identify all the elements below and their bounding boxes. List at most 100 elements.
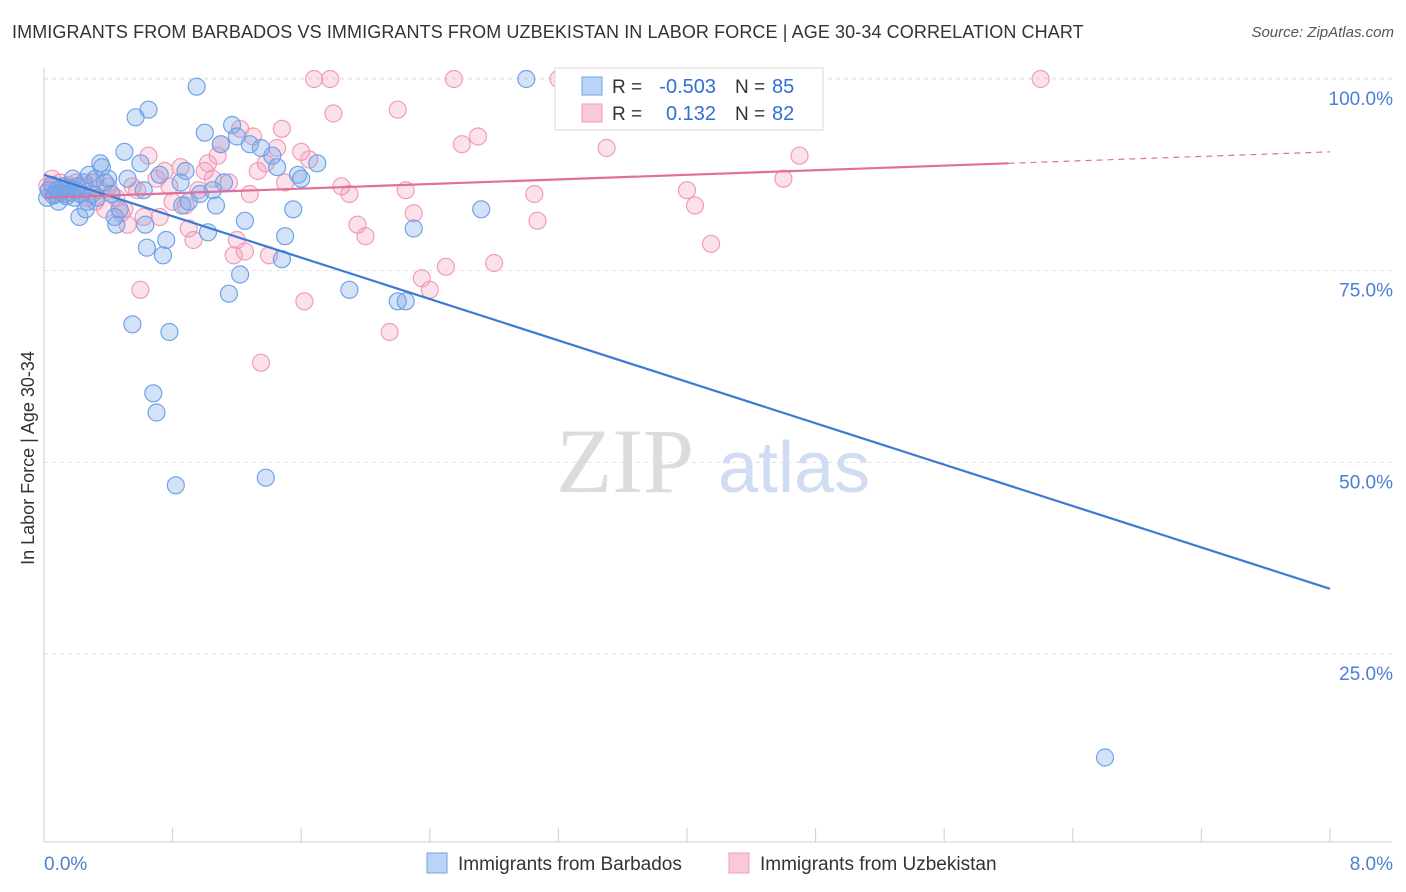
y-axis-label: In Labor Force | Age 30-34: [18, 351, 38, 565]
data-point-barbados: [195, 123, 214, 142]
watermark-atlas: atlas: [718, 428, 870, 508]
data-point-barbados: [256, 468, 275, 487]
data-point-uzbekistan: [272, 119, 291, 138]
data-point-barbados: [144, 384, 163, 403]
data-point-uzbekistan: [452, 135, 471, 154]
data-point-barbados: [340, 280, 359, 299]
legend-bottom-swatch-uzbekistan: [728, 852, 750, 874]
data-point-uzbekistan: [685, 196, 705, 215]
data-point-uzbekistan: [305, 69, 324, 89]
data-point-barbados: [136, 215, 155, 234]
data-point-barbados: [123, 315, 142, 334]
data-point-uzbekistan: [597, 138, 616, 158]
legend-r-label-uzbekistan: R =: [612, 104, 642, 125]
data-point-barbados: [214, 173, 234, 192]
data-point-uzbekistan: [525, 184, 544, 204]
data-point-barbados: [187, 77, 206, 96]
legend-bottom-label-barbados: Immigrants from Barbados: [458, 854, 682, 875]
data-point-barbados: [118, 169, 137, 188]
data-point-barbados: [517, 69, 536, 89]
data-point-uzbekistan: [321, 69, 340, 89]
data-point-barbados: [308, 154, 327, 173]
data-point-barbados: [276, 227, 295, 246]
watermark-zip: ZIP: [556, 410, 694, 512]
data-point-uzbekistan: [380, 322, 399, 342]
legend-stats: R = -0.503 N = 85 R = 0.132 N = 82: [554, 67, 824, 131]
data-point-uzbekistan: [131, 280, 150, 299]
legend-swatch-barbados: [581, 76, 603, 96]
data-point-barbados: [134, 181, 153, 200]
data-point-barbados: [472, 200, 491, 219]
y-tick-label: 50.0%: [1339, 472, 1393, 493]
data-point-barbados: [268, 158, 287, 177]
data-point-uzbekistan: [208, 146, 227, 165]
data-point-uzbekistan: [179, 219, 198, 238]
chart-title: IMMIGRANTS FROM BARBADOS VS IMMIGRANTS F…: [12, 22, 1084, 42]
data-point-uzbekistan: [790, 146, 809, 165]
data-point-barbados: [92, 158, 112, 177]
data-point-barbados: [223, 115, 242, 135]
y-tick-label: 75.0%: [1339, 281, 1393, 302]
legend-n-label-barbados: N =: [735, 77, 765, 98]
data-point-uzbekistan: [235, 242, 254, 261]
data-point-uzbekistan: [240, 184, 259, 204]
data-point-uzbekistan: [324, 104, 343, 123]
data-point-barbados: [396, 292, 415, 311]
data-point-uzbekistan: [444, 69, 463, 89]
trend-line-barbados: [43, 173, 1331, 590]
data-point-uzbekistan: [436, 257, 455, 276]
data-point-barbados: [160, 322, 179, 342]
legend-r-label-barbados: R =: [612, 77, 642, 98]
data-point-barbados: [150, 165, 169, 184]
data-point-barbados: [284, 200, 303, 219]
data-point-uzbekistan: [468, 127, 488, 146]
legend-n-value-barbados: 85: [772, 76, 794, 98]
data-point-uzbekistan: [420, 280, 439, 299]
data-point-barbados: [231, 265, 250, 284]
data-point-barbados: [153, 246, 173, 265]
data-point-barbados: [263, 146, 282, 165]
data-point-uzbekistan: [388, 100, 407, 119]
source-label: Source: ZipAtlas.com: [1251, 24, 1394, 41]
data-point-barbados: [131, 154, 150, 173]
data-point-barbados: [166, 476, 185, 495]
data-point-barbados: [137, 238, 156, 257]
data-point-barbados: [292, 169, 311, 188]
data-point-barbados: [1095, 748, 1115, 767]
legend-n-label-uzbekistan: N =: [735, 104, 765, 125]
y-tick-label: 25.0%: [1339, 664, 1393, 685]
data-point-uzbekistan: [134, 207, 153, 227]
data-point-barbados: [176, 161, 195, 181]
data-point-barbados: [404, 219, 423, 238]
trend-line-uzbekistan-extension: [1008, 151, 1331, 164]
data-point-uzbekistan: [404, 204, 423, 223]
data-point-barbados: [206, 196, 226, 215]
legend-n-value-uzbekistan: 82: [772, 103, 794, 125]
y-tick-label: 100.0%: [1329, 89, 1394, 110]
data-point-uzbekistan: [295, 292, 314, 311]
data-point-uzbekistan: [356, 227, 375, 246]
gridlines: [44, 77, 1392, 655]
x-tick-label: 0.0%: [44, 854, 87, 875]
data-point-uzbekistan: [251, 353, 271, 372]
data-point-uzbekistan: [340, 184, 359, 204]
data-point-barbados: [115, 142, 134, 161]
data-point-uzbekistan: [677, 181, 697, 200]
data-point-barbados: [235, 211, 254, 230]
data-point-uzbekistan: [184, 230, 203, 250]
data-point-barbados: [147, 403, 166, 422]
data-point-uzbekistan: [224, 246, 243, 265]
trend-lines: [43, 151, 1331, 590]
data-point-barbados: [107, 215, 126, 234]
data-point-uzbekistan: [528, 211, 547, 230]
data-point-barbados: [171, 173, 190, 192]
data-point-barbados: [157, 230, 176, 250]
data-point-barbados: [99, 169, 118, 188]
data-point-uzbekistan: [485, 253, 504, 273]
legend-bottom-swatch-barbados: [426, 852, 448, 874]
data-point-barbados: [211, 135, 230, 154]
legend-r-value-uzbekistan: 0.132: [666, 103, 716, 125]
data-point-barbados: [76, 200, 95, 219]
data-point-barbados: [110, 200, 129, 219]
data-point-barbados: [219, 284, 238, 303]
